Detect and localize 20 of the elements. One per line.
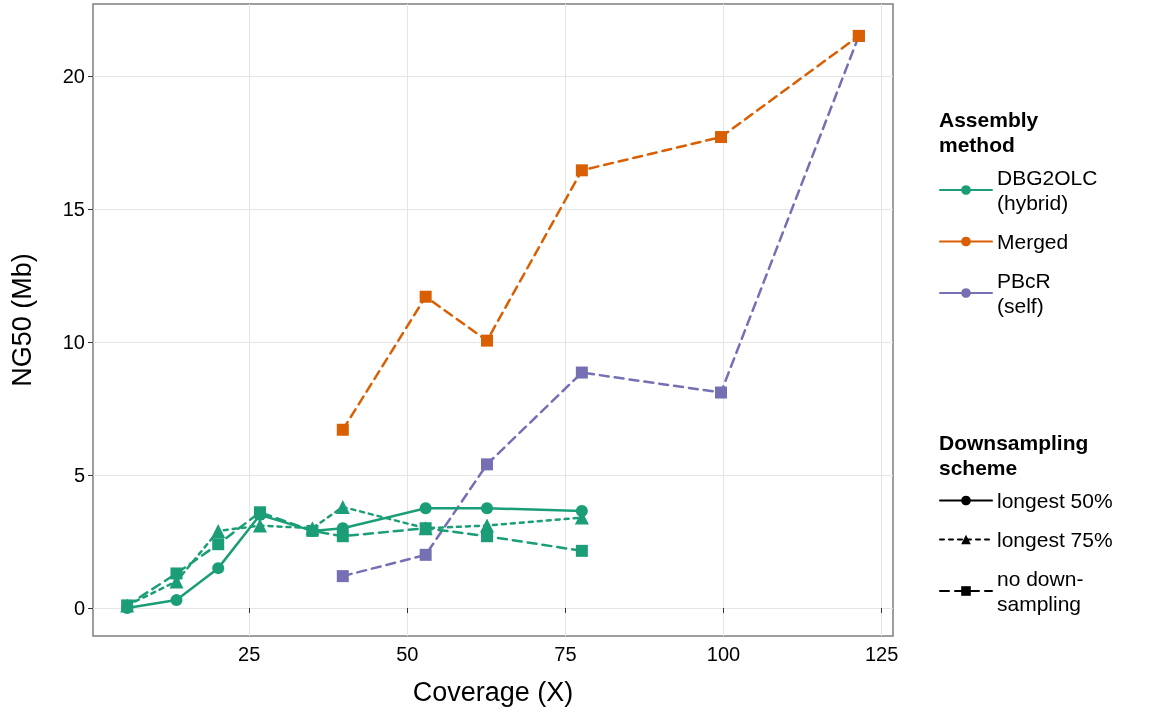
y-tick-label: 10 (62, 330, 85, 353)
y-tick-label: 20 (62, 64, 85, 87)
x-tick-label: 25 (238, 643, 261, 665)
x-tick-label: 100 (706, 643, 741, 665)
legend-label: PBcR (self) (997, 269, 1051, 317)
legend-label: longest 50% (997, 489, 1113, 512)
legend-label: DBG2OLC (hybrid) (997, 166, 1098, 214)
legend-title: Assembly method (939, 108, 1039, 156)
y-tick-label: 15 (62, 197, 85, 220)
legend-label: Merged (997, 230, 1069, 253)
legend-label: no down- sampling (997, 567, 1084, 615)
x-axis-title: Coverage (X) (412, 676, 574, 707)
x-tick-label: 125 (864, 643, 899, 665)
text: Downsampling scheme (939, 431, 1089, 479)
x-tick-label: 75 (554, 643, 577, 665)
y-tick-label: 0 (73, 597, 85, 620)
y-tick-label: 5 (73, 464, 85, 487)
legend-label: longest 75% (997, 528, 1113, 551)
y-axis-title: NG50 (Mb) (6, 253, 37, 387)
x-tick-label: 50 (396, 643, 419, 665)
